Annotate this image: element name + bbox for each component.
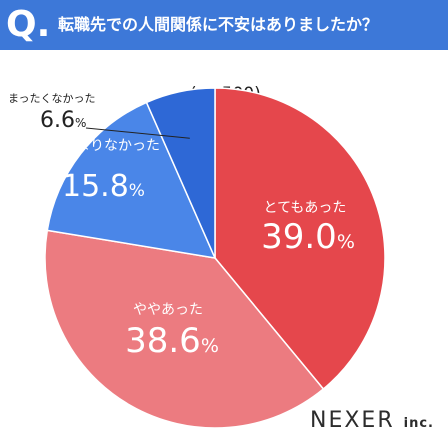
question-mark: Q. <box>6 4 51 45</box>
pie-slice-3 <box>46 101 217 259</box>
brand-suffix: inc. <box>403 416 434 431</box>
pie-slice-2 <box>44 229 325 429</box>
slice-3-name: あまりなかった <box>62 138 160 154</box>
pie-slice-4 <box>145 87 216 259</box>
question-title: 転職先での人間関係に不安はありましたか？ <box>58 15 379 34</box>
slice-4-value: 6.6% <box>40 108 86 133</box>
slice-4-leader-line <box>85 127 190 139</box>
pie-slice-1 <box>214 87 386 391</box>
slice-4-name: まったくなかった <box>8 92 96 105</box>
slice-3-value: 15.8% <box>62 169 145 204</box>
slice-1-name: とてもあった <box>264 200 347 216</box>
header-bar: Q. 転職先での人間関係に不安はありましたか？ <box>0 0 448 50</box>
slice-2-name: ややあった <box>133 302 203 318</box>
slice-1-value: 39.0% <box>261 217 355 257</box>
brand-logo: NEXER inc. <box>310 408 434 433</box>
brand-name: NEXER <box>310 408 395 433</box>
slice-2-value: 38.6% <box>125 321 219 361</box>
